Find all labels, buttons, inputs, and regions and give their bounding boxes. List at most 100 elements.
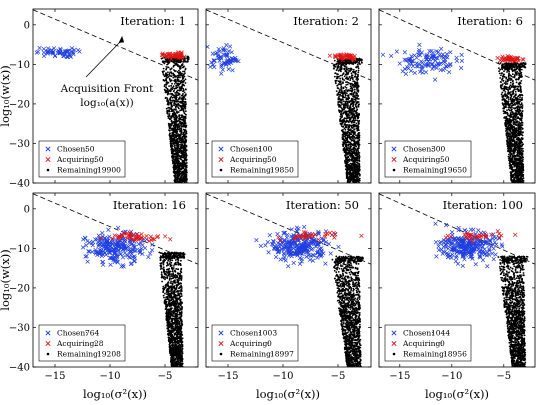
remaining-point bbox=[344, 123, 346, 125]
chosen-point bbox=[454, 55, 459, 60]
remaining-point bbox=[174, 143, 176, 145]
remaining-point bbox=[173, 146, 176, 149]
remaining-point bbox=[172, 85, 175, 88]
legend-marker bbox=[391, 146, 397, 152]
remaining-point bbox=[172, 64, 175, 67]
remaining-point bbox=[509, 94, 512, 96]
remaining-point bbox=[521, 134, 523, 136]
remaining-point bbox=[511, 124, 513, 127]
remaining-point bbox=[184, 101, 187, 103]
remaining-point bbox=[182, 171, 184, 173]
chosen-point bbox=[415, 64, 421, 69]
remaining-point bbox=[183, 141, 186, 144]
remaining-point bbox=[357, 117, 359, 120]
remaining-point bbox=[184, 105, 187, 108]
remaining-point bbox=[353, 113, 356, 116]
remaining-point bbox=[346, 83, 349, 86]
remaining-point bbox=[352, 146, 355, 149]
remaining-point bbox=[181, 135, 184, 138]
remaining-point bbox=[352, 165, 355, 168]
acquiring-point bbox=[505, 53, 510, 59]
remaining-point bbox=[518, 158, 521, 160]
chosen-point bbox=[380, 52, 386, 57]
remaining-point bbox=[349, 143, 351, 146]
remaining-point bbox=[509, 107, 512, 109]
remaining-point bbox=[343, 92, 346, 94]
remaining-point bbox=[163, 70, 165, 73]
remaining-point bbox=[517, 116, 519, 119]
remaining-point bbox=[170, 79, 173, 82]
remaining-point bbox=[518, 103, 521, 105]
remaining-point bbox=[503, 63, 505, 66]
remaining-point bbox=[356, 82, 359, 84]
remaining-point bbox=[342, 145, 344, 148]
remaining-point bbox=[163, 85, 166, 88]
remaining-point bbox=[175, 100, 177, 103]
remaining-point bbox=[354, 178, 356, 181]
remaining-point bbox=[355, 91, 358, 94]
remaining-point bbox=[165, 79, 168, 82]
remaining-point bbox=[175, 118, 178, 121]
remaining-point bbox=[347, 110, 350, 113]
remaining-point bbox=[345, 113, 347, 116]
chosen-point bbox=[429, 48, 434, 54]
remaining-point bbox=[178, 87, 181, 90]
remaining-point bbox=[348, 76, 351, 78]
chosen-point bbox=[34, 50, 40, 55]
remaining-point bbox=[520, 180, 523, 182]
remaining-point bbox=[353, 109, 356, 112]
remaining-point bbox=[173, 137, 176, 140]
chosen-point bbox=[41, 53, 47, 59]
remaining-point bbox=[521, 162, 524, 165]
remaining-point bbox=[176, 155, 179, 157]
remaining-point bbox=[506, 132, 509, 135]
remaining-point bbox=[168, 113, 171, 115]
remaining-point bbox=[352, 123, 355, 126]
remaining-point bbox=[162, 61, 165, 64]
remaining-point bbox=[353, 133, 355, 136]
chosen-point bbox=[444, 51, 449, 57]
acquiring-point bbox=[170, 52, 176, 57]
remaining-point bbox=[512, 91, 514, 93]
remaining-point bbox=[357, 87, 359, 89]
remaining-point bbox=[185, 175, 188, 178]
remaining-point bbox=[178, 114, 181, 117]
remaining-point bbox=[515, 72, 518, 74]
remaining-point bbox=[336, 84, 339, 87]
remaining-point bbox=[179, 137, 182, 139]
remaining-point bbox=[503, 73, 505, 76]
remaining-point bbox=[177, 133, 179, 135]
remaining-point bbox=[520, 121, 523, 123]
remaining-point bbox=[346, 138, 349, 141]
remaining-point bbox=[174, 108, 177, 111]
remaining-point bbox=[335, 82, 337, 85]
remaining-point bbox=[352, 61, 355, 64]
remaining-point bbox=[519, 168, 522, 171]
remaining-point bbox=[345, 119, 348, 122]
remaining-point bbox=[515, 66, 518, 69]
remaining-point bbox=[169, 132, 171, 135]
remaining-point bbox=[173, 102, 175, 104]
remaining-point bbox=[518, 174, 521, 177]
remaining-point bbox=[184, 68, 187, 71]
remaining-point bbox=[183, 168, 186, 171]
remaining-point bbox=[171, 112, 174, 115]
remaining-point bbox=[521, 141, 523, 144]
remaining-point bbox=[175, 107, 177, 109]
remaining-point bbox=[181, 74, 184, 77]
remaining-point bbox=[358, 153, 360, 156]
remaining-point bbox=[514, 103, 517, 106]
remaining-point bbox=[509, 135, 512, 138]
remaining-point bbox=[341, 121, 344, 123]
remaining-point bbox=[508, 151, 511, 153]
remaining-point bbox=[346, 101, 349, 104]
chosen-point bbox=[434, 63, 439, 68]
remaining-point bbox=[172, 74, 175, 77]
remaining-point bbox=[350, 128, 352, 131]
remaining-point bbox=[185, 131, 187, 134]
legend-value: 100 bbox=[258, 145, 273, 154]
remaining-point bbox=[339, 104, 342, 107]
remaining-point bbox=[175, 176, 178, 179]
remaining-point bbox=[510, 99, 513, 101]
remaining-point bbox=[169, 138, 172, 141]
